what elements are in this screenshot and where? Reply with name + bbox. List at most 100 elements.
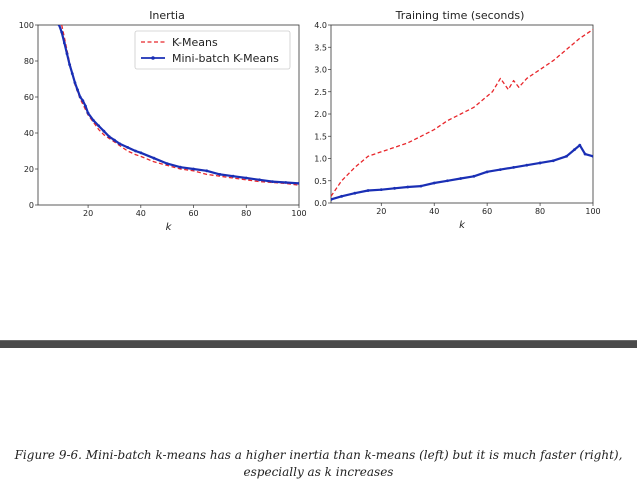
data-point: [525, 163, 529, 167]
data-point: [178, 165, 182, 169]
data-point: [565, 154, 568, 158]
x-tick-label: 60: [482, 207, 492, 216]
data-point: [73, 81, 77, 84]
data-point: [231, 174, 235, 178]
data-point: [78, 95, 82, 99]
data-point: [81, 99, 85, 102]
data-point: [538, 161, 542, 165]
data-point: [86, 111, 90, 115]
y-tick-label: 4.0: [314, 21, 327, 30]
y-tick-label: 1.0: [314, 155, 327, 164]
y-tick-label: 100: [19, 21, 34, 30]
data-point: [68, 63, 72, 66]
legend: K-Means Mini-batch K-Means: [134, 30, 291, 70]
data-point: [91, 119, 95, 122]
x-tick-label: 40: [136, 209, 146, 218]
data-point: [406, 185, 410, 189]
data-point: [102, 129, 106, 133]
data-point: [284, 181, 288, 184]
data-point: [551, 159, 555, 163]
caption-line-2: especially as k increases: [243, 465, 394, 479]
data-point: [393, 186, 396, 190]
data-point: [331, 198, 333, 201]
data-point: [65, 52, 69, 56]
x-tick-label: 40: [429, 207, 439, 216]
x-tick-label: 20: [376, 207, 386, 216]
figure: Inertia 20 40 60 80 100 0 20 40 60 80 100 k K-Means Mi…: [19, 9, 601, 233]
data-point: [134, 149, 137, 153]
y-tick-label: 40: [24, 129, 34, 138]
x-axis-label: k: [459, 220, 466, 231]
legend-marker: [151, 56, 155, 60]
data-point: [459, 177, 463, 180]
chart-title: Inertia: [149, 9, 185, 22]
data-point: [244, 176, 248, 180]
data-point: [97, 124, 101, 128]
data-point: [353, 191, 357, 195]
data-point: [152, 156, 156, 160]
x-tick-label: 20: [83, 209, 93, 218]
y-tick-label: 2.5: [314, 88, 327, 97]
x-tick-label: 100: [585, 207, 600, 216]
y-tick-label: 2.0: [314, 110, 327, 119]
data-point: [578, 143, 582, 147]
data-point: [573, 148, 576, 152]
page-divider: [0, 340, 637, 348]
y-tick-label: 20: [24, 165, 34, 174]
data-point: [498, 168, 502, 172]
x-tick-label: 80: [535, 207, 545, 216]
data-point: [57, 25, 61, 27]
chart-panel-1: Inertia 20 40 60 80 100 0 20 40 60 80 100 k K-Means Mi…: [19, 9, 307, 233]
data-point: [258, 178, 261, 182]
data-point: [205, 169, 209, 173]
data-point: [70, 72, 74, 75]
data-point: [379, 188, 383, 192]
data-point: [297, 182, 299, 185]
chart-title: Training time (seconds): [395, 9, 525, 22]
data-point: [76, 88, 79, 92]
y-tick-label: 3.5: [314, 43, 327, 52]
data-point: [591, 154, 593, 158]
data-point: [583, 152, 587, 156]
data-point: [107, 135, 111, 139]
data-point: [84, 104, 87, 108]
x-tick-label: 80: [241, 209, 251, 218]
data-point: [60, 30, 64, 34]
legend-label: Mini-batch K-Means: [172, 52, 279, 65]
data-point: [118, 142, 122, 146]
y-tick-label: 0.0: [314, 199, 327, 208]
data-point: [165, 162, 169, 166]
caption-line-1: Figure 9-6. Mini-batch k-means has a hig…: [14, 448, 623, 462]
x-tick-label: 100: [291, 209, 306, 218]
data-point: [113, 138, 116, 142]
y-tick-label: 80: [24, 57, 34, 66]
data-point: [218, 173, 222, 176]
legend-box: [134, 30, 291, 70]
legend-label: K-Means: [172, 36, 218, 49]
data-point: [432, 181, 436, 185]
data-point: [446, 179, 449, 183]
data-point: [62, 41, 66, 45]
data-point: [340, 194, 343, 198]
data-point: [139, 151, 143, 155]
x-tick-label: 60: [188, 209, 198, 218]
y-tick-label: 3.0: [314, 66, 327, 75]
data-point: [271, 180, 275, 184]
data-point: [366, 189, 370, 192]
y-tick-label: 1.5: [314, 132, 327, 141]
series-line-kmeans: [331, 28, 593, 197]
y-tick-label: 60: [24, 93, 34, 102]
data-point: [126, 146, 130, 149]
data-point: [472, 174, 476, 178]
plot-area: [331, 28, 593, 201]
data-point: [419, 184, 423, 188]
plot-area: [57, 25, 299, 186]
data-point: [512, 166, 516, 169]
y-tick-label: 0: [29, 201, 34, 210]
x-axis-label: k: [166, 222, 173, 233]
y-tick-label: 0.5: [314, 177, 327, 186]
data-point: [485, 170, 489, 174]
chart-panel-2: Training time (seconds) 20 40 60 80 100 0.0 0.5…: [314, 9, 600, 231]
figure-caption: Figure 9-6. Mini-batch k-means has a hig…: [0, 447, 637, 481]
data-point: [192, 167, 195, 171]
